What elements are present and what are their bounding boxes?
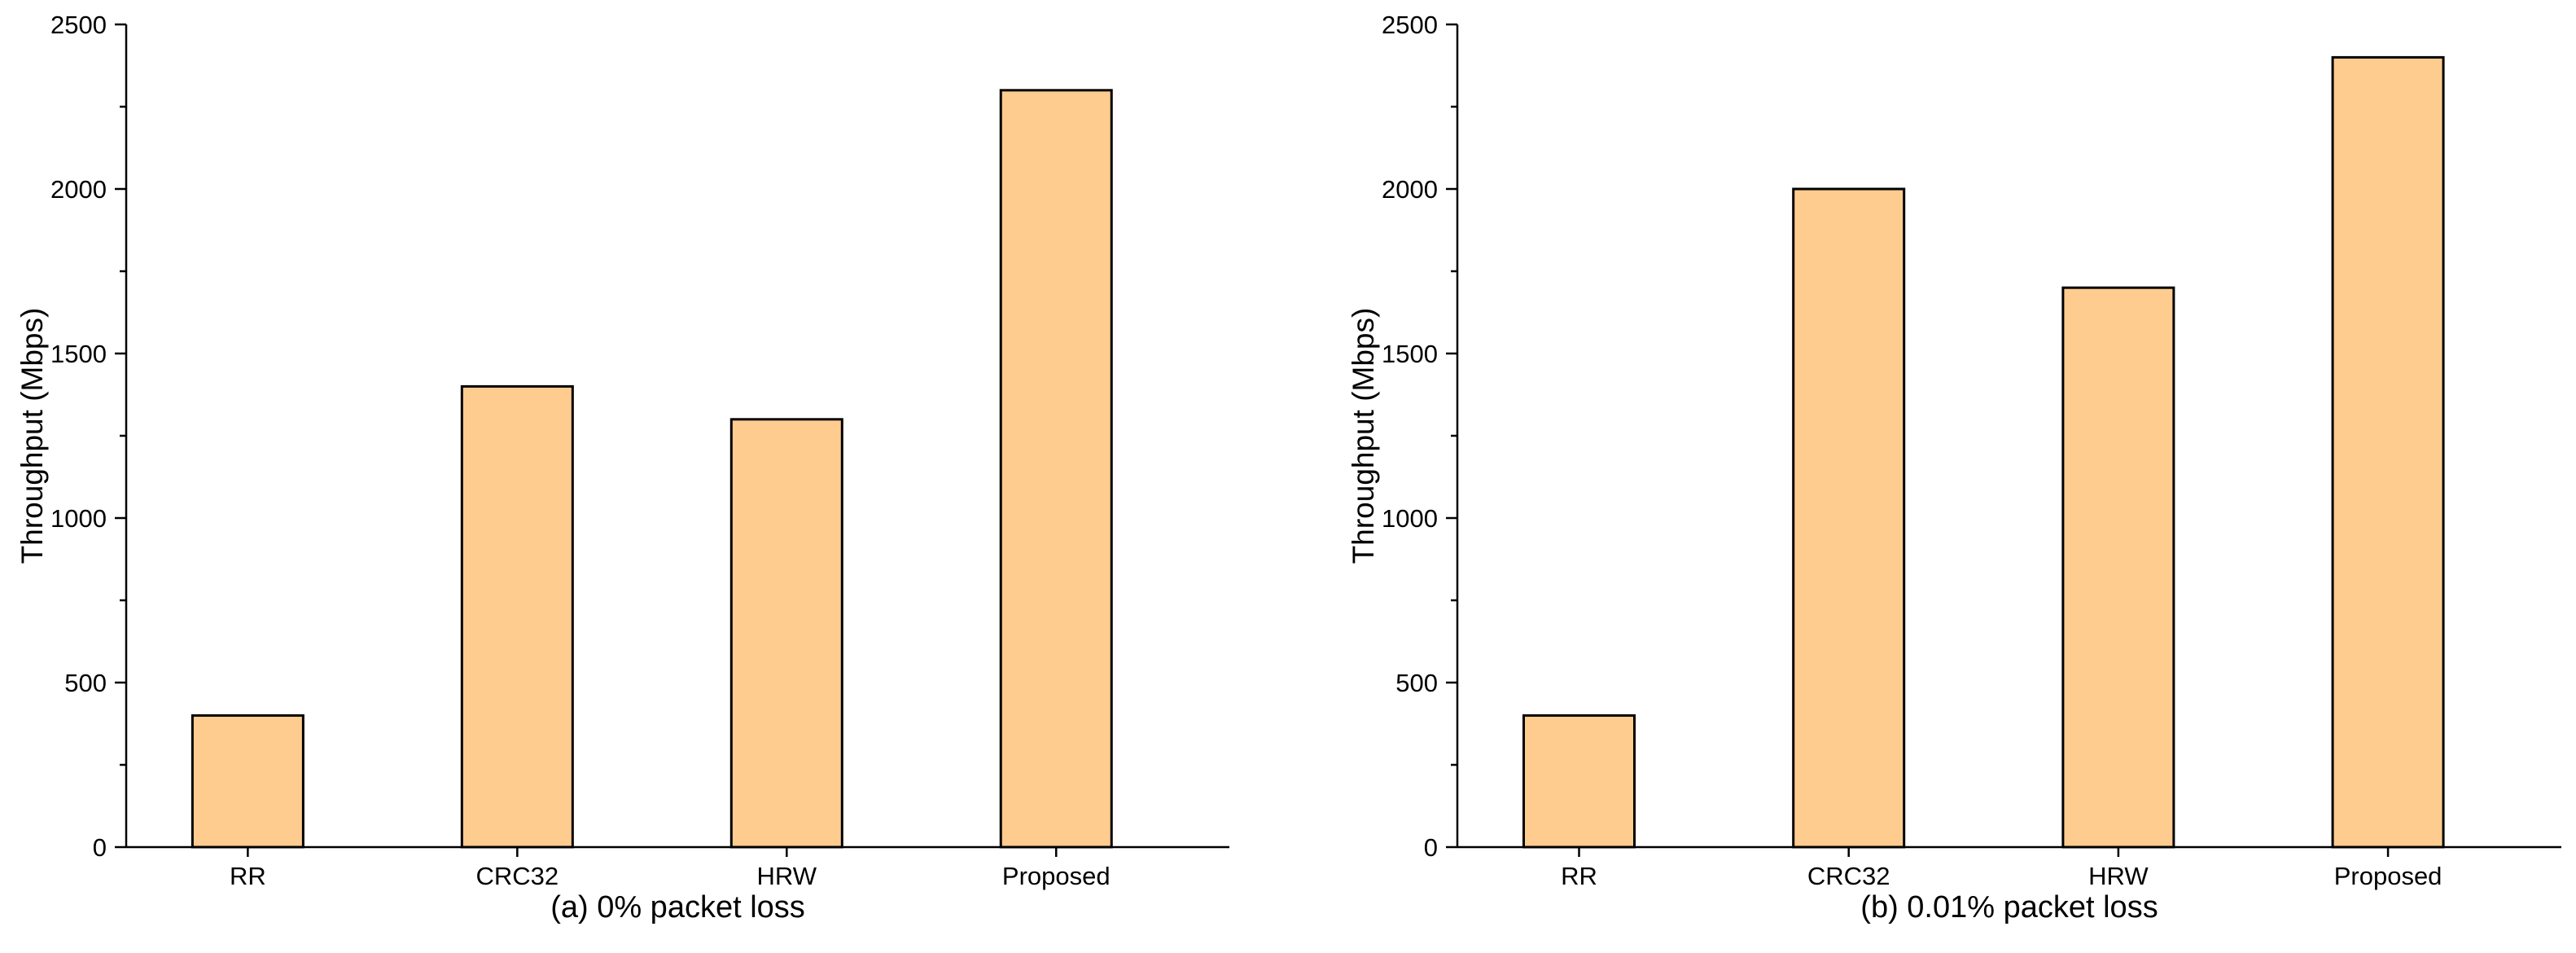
x-tick-label: CRC32 bbox=[1807, 862, 1890, 890]
y-tick-label: 1000 bbox=[50, 504, 107, 533]
x-tick-label: Proposed bbox=[2334, 862, 2442, 890]
x-tick-label: HRW bbox=[2088, 862, 2149, 890]
bar-hrw bbox=[729, 418, 843, 849]
chart-panel-2: 0 500 1000 1500 2000 2500 Throughput (Mbps) RR C… bbox=[1347, 11, 2561, 924]
bar-proposed bbox=[2331, 55, 2445, 849]
bar-hrw bbox=[2061, 286, 2175, 849]
x-tick-label: RR bbox=[1561, 862, 1597, 890]
y-tick-label: 2000 bbox=[50, 175, 107, 204]
x-tick-label: HRW bbox=[757, 862, 817, 890]
y-tick-label: 1500 bbox=[1382, 340, 1438, 368]
y-tick-label: 2000 bbox=[1382, 175, 1438, 204]
y-axis-title: Throughput (Mbps) bbox=[15, 308, 49, 564]
bar-proposed bbox=[999, 89, 1113, 849]
y-tick-label: 1000 bbox=[1382, 504, 1438, 533]
bar-rr bbox=[191, 714, 304, 849]
bar-crc32 bbox=[1792, 187, 1906, 849]
x-tick-label: CRC32 bbox=[476, 862, 559, 890]
y-tick-label: 500 bbox=[64, 669, 107, 697]
y-axis-title: Throughput (Mbps) bbox=[1347, 308, 1380, 564]
bar-crc32 bbox=[460, 384, 574, 849]
chart-panel-1: 0 500 1000 1500 2000 2500 Throughput (Mbps) RR C… bbox=[15, 11, 1229, 924]
y-tick-label: 2500 bbox=[50, 11, 107, 39]
y-tick-label: 0 bbox=[1424, 833, 1438, 862]
bar-rr bbox=[1522, 714, 1636, 849]
x-tick-label: Proposed bbox=[1002, 862, 1111, 890]
y-tick-label: 1500 bbox=[50, 340, 107, 368]
panel-caption: (b) 0.01% packet loss bbox=[1860, 890, 2158, 924]
y-tick-label: 2500 bbox=[1382, 11, 1438, 39]
y-tick-label: 500 bbox=[1395, 669, 1438, 697]
x-tick-label: RR bbox=[230, 862, 266, 890]
y-tick-label: 0 bbox=[93, 833, 107, 862]
panel-caption: (a) 0% packet loss bbox=[550, 890, 805, 924]
